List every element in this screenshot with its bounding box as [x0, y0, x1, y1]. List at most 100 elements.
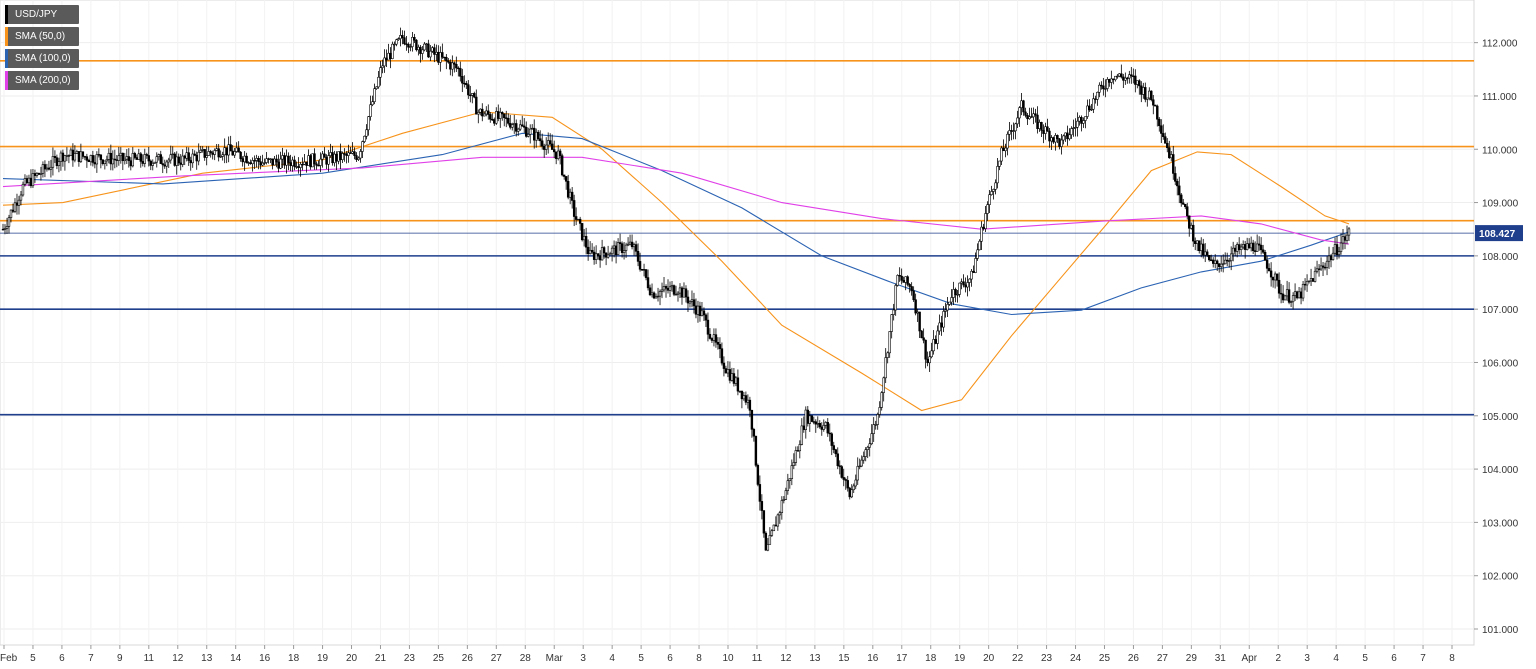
candle — [1060, 133, 1063, 155]
candle-body — [662, 286, 666, 291]
date-tick-label: 18 — [925, 653, 937, 664]
candle — [499, 107, 502, 128]
candle — [1098, 82, 1101, 98]
candle-body — [992, 189, 995, 192]
candle-body — [830, 433, 833, 446]
candle-body — [550, 143, 554, 150]
candle — [642, 263, 646, 277]
candle-body — [540, 140, 544, 147]
candle-body — [984, 213, 987, 229]
candle-body — [311, 153, 314, 168]
candle — [47, 160, 51, 171]
candle-body — [640, 268, 644, 271]
legend-item-sma200[interactable]: SMA (200,0) — [5, 71, 79, 90]
candle — [1341, 228, 1345, 250]
candle-body — [339, 151, 342, 161]
candle-body — [379, 67, 382, 78]
candle-body — [898, 274, 901, 277]
candle — [341, 151, 344, 164]
candle — [544, 137, 548, 156]
candle-body — [413, 36, 416, 41]
candle-body — [1331, 252, 1335, 261]
candle-body — [660, 289, 664, 292]
candle-body — [1128, 74, 1131, 79]
candle-body — [1311, 278, 1315, 282]
candle — [1132, 68, 1135, 84]
current-price-label: 108.427 — [1479, 229, 1516, 240]
candle — [1124, 72, 1127, 85]
candle-body — [1265, 259, 1269, 269]
candle — [744, 391, 748, 406]
candle — [1293, 283, 1297, 301]
candle-body — [361, 141, 364, 152]
candle — [1170, 151, 1173, 162]
date-tick-label: 19 — [317, 653, 329, 664]
candle-body — [1325, 260, 1329, 268]
candle-body — [704, 314, 708, 321]
candle-body — [1126, 77, 1129, 80]
legend-item-sma100[interactable]: SMA (100,0) — [5, 49, 79, 68]
candle-body — [784, 490, 788, 500]
candle-body — [89, 155, 93, 163]
candle-body — [73, 153, 77, 161]
candle — [1190, 222, 1193, 230]
candle-body — [626, 243, 630, 246]
candle-body — [988, 194, 991, 205]
candle-body — [646, 277, 650, 289]
candle-body — [27, 177, 31, 184]
candle — [1088, 99, 1091, 112]
candle — [654, 293, 658, 299]
candle-body — [606, 254, 610, 258]
legend-item-usdjpy[interactable]: USD/JPY — [5, 5, 79, 24]
candle-body — [481, 108, 484, 117]
candle — [1271, 276, 1275, 288]
candle-body — [161, 163, 164, 166]
date-tick-label: 14 — [230, 653, 242, 664]
candle — [157, 153, 160, 161]
candle — [3, 224, 7, 235]
candle-body — [1096, 91, 1099, 100]
candle-body — [1002, 147, 1005, 152]
date-tick-label: 26 — [1128, 653, 1140, 664]
candle — [1168, 140, 1171, 159]
date-tick-label: 8 — [1449, 653, 1455, 664]
candle — [1219, 255, 1223, 272]
candle — [726, 361, 730, 378]
candle-body — [1030, 116, 1033, 118]
candle — [622, 242, 626, 260]
candle — [970, 269, 973, 287]
candle — [1062, 134, 1065, 145]
candle — [1050, 135, 1053, 150]
candle — [798, 440, 802, 459]
candle — [437, 45, 440, 65]
candle — [662, 277, 666, 293]
candle — [237, 141, 240, 153]
candle-body — [1012, 130, 1015, 132]
candle — [285, 149, 288, 174]
candle-body — [1279, 292, 1283, 295]
candle — [195, 151, 198, 170]
candle — [800, 418, 804, 446]
candle — [906, 275, 909, 287]
candle-body — [702, 310, 706, 316]
candle-body — [53, 156, 57, 158]
candle-body — [367, 116, 370, 131]
candle — [710, 337, 714, 344]
candle — [1261, 244, 1265, 254]
candle-body — [814, 421, 817, 425]
candle-body — [756, 464, 760, 485]
candle-body — [1136, 80, 1139, 85]
candle-body — [1182, 202, 1185, 205]
candle — [1166, 138, 1169, 153]
candle-body — [570, 191, 574, 201]
candle-body — [419, 46, 422, 54]
candle — [858, 458, 861, 470]
candle-body — [714, 334, 718, 343]
candle-body — [1104, 88, 1107, 90]
candle-body — [1066, 132, 1069, 140]
candle-body — [401, 35, 404, 38]
legend-item-sma50[interactable]: SMA (50,0) — [5, 27, 79, 46]
candle-body — [119, 152, 123, 157]
candle-body — [1118, 73, 1121, 77]
